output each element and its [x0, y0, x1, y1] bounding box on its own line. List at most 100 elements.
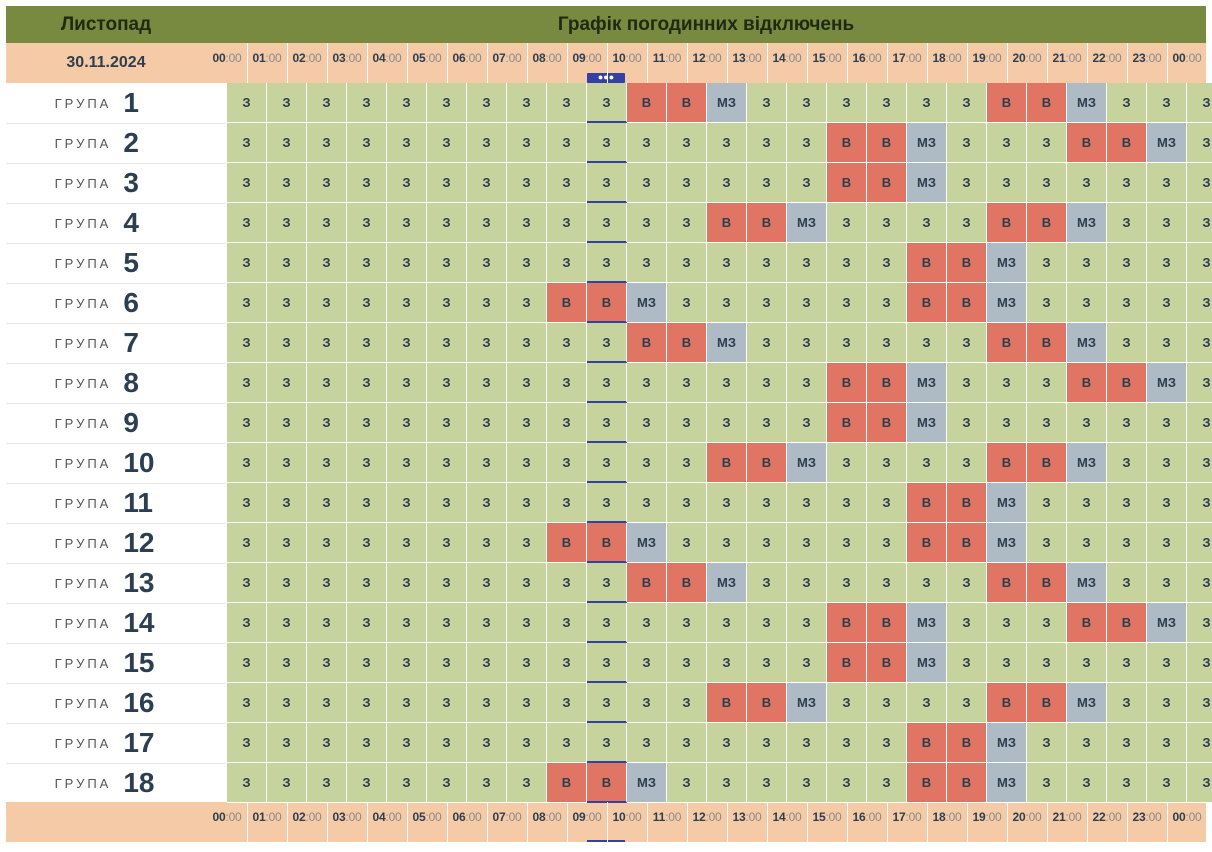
- schedule-cell-z[interactable]: З: [587, 163, 627, 203]
- schedule-cell-z[interactable]: З: [547, 723, 587, 763]
- schedule-cell-v[interactable]: В: [907, 483, 947, 523]
- schedule-cell-z[interactable]: З: [1067, 403, 1107, 443]
- schedule-cell-z[interactable]: З: [1067, 283, 1107, 323]
- schedule-cell-z[interactable]: З: [867, 763, 907, 803]
- schedule-cell-v[interactable]: В: [627, 563, 667, 603]
- schedule-cell-z[interactable]: З: [227, 443, 267, 483]
- schedule-cell-z[interactable]: З: [307, 643, 347, 683]
- group-label[interactable]: ГРУПА 12: [6, 523, 206, 563]
- schedule-cell-z[interactable]: З: [507, 243, 547, 283]
- schedule-cell-z[interactable]: З: [747, 163, 787, 203]
- schedule-cell-z[interactable]: З: [787, 483, 827, 523]
- schedule-cell-z[interactable]: З: [587, 363, 627, 403]
- schedule-cell-z[interactable]: З: [827, 483, 867, 523]
- schedule-cell-z[interactable]: З: [867, 283, 907, 323]
- schedule-cell-z[interactable]: З: [747, 283, 787, 323]
- schedule-cell-z[interactable]: З: [707, 723, 747, 763]
- schedule-cell-v[interactable]: В: [987, 563, 1027, 603]
- schedule-cell-z[interactable]: З: [467, 403, 507, 443]
- group-label[interactable]: ГРУПА 14: [6, 603, 206, 643]
- schedule-cell-z[interactable]: З: [507, 123, 547, 163]
- schedule-cell-mz[interactable]: МЗ: [907, 363, 947, 403]
- schedule-cell-z[interactable]: З: [787, 123, 827, 163]
- schedule-cell-z[interactable]: З: [267, 283, 307, 323]
- schedule-cell-z[interactable]: З: [347, 523, 387, 563]
- schedule-cell-z[interactable]: З: [267, 563, 307, 603]
- schedule-cell-z[interactable]: З: [1027, 523, 1067, 563]
- schedule-cell-z[interactable]: З: [427, 163, 467, 203]
- schedule-cell-z[interactable]: З: [1187, 323, 1212, 363]
- schedule-cell-z[interactable]: З: [387, 563, 427, 603]
- schedule-cell-z[interactable]: З: [987, 403, 1027, 443]
- schedule-cell-z[interactable]: З: [307, 683, 347, 723]
- schedule-cell-z[interactable]: З: [347, 603, 387, 643]
- schedule-cell-z[interactable]: З: [267, 683, 307, 723]
- schedule-cell-z[interactable]: З: [347, 123, 387, 163]
- schedule-cell-z[interactable]: З: [427, 763, 467, 803]
- schedule-cell-z[interactable]: З: [387, 163, 427, 203]
- schedule-cell-z[interactable]: З: [827, 723, 867, 763]
- schedule-cell-v[interactable]: В: [947, 763, 987, 803]
- schedule-cell-z[interactable]: З: [947, 123, 987, 163]
- schedule-cell-z[interactable]: З: [827, 683, 867, 723]
- schedule-cell-mz[interactable]: МЗ: [987, 723, 1027, 763]
- group-label[interactable]: ГРУПА 11: [6, 483, 206, 523]
- schedule-cell-z[interactable]: З: [1147, 203, 1187, 243]
- schedule-cell-v[interactable]: В: [827, 163, 867, 203]
- schedule-cell-z[interactable]: З: [707, 523, 747, 563]
- schedule-cell-z[interactable]: З: [387, 723, 427, 763]
- schedule-cell-mz[interactable]: МЗ: [1147, 123, 1187, 163]
- schedule-cell-z[interactable]: З: [1187, 483, 1212, 523]
- schedule-cell-z[interactable]: З: [667, 483, 707, 523]
- schedule-cell-z[interactable]: З: [547, 203, 587, 243]
- schedule-cell-z[interactable]: З: [1027, 123, 1067, 163]
- schedule-cell-v[interactable]: В: [707, 683, 747, 723]
- schedule-cell-z[interactable]: З: [467, 643, 507, 683]
- schedule-cell-z[interactable]: З: [227, 203, 267, 243]
- schedule-cell-v[interactable]: В: [1027, 443, 1067, 483]
- schedule-cell-z[interactable]: З: [667, 363, 707, 403]
- schedule-cell-v[interactable]: В: [1027, 323, 1067, 363]
- schedule-cell-z[interactable]: З: [907, 563, 947, 603]
- schedule-cell-z[interactable]: З: [347, 363, 387, 403]
- schedule-cell-z[interactable]: З: [1067, 243, 1107, 283]
- schedule-cell-z[interactable]: З: [1187, 163, 1212, 203]
- schedule-cell-z[interactable]: З: [387, 683, 427, 723]
- schedule-cell-mz[interactable]: МЗ: [627, 763, 667, 803]
- schedule-cell-z[interactable]: З: [307, 123, 347, 163]
- schedule-cell-z[interactable]: З: [1107, 323, 1147, 363]
- schedule-cell-z[interactable]: З: [787, 83, 827, 123]
- schedule-cell-z[interactable]: З: [627, 723, 667, 763]
- schedule-cell-z[interactable]: З: [827, 443, 867, 483]
- schedule-cell-z[interactable]: З: [547, 483, 587, 523]
- schedule-cell-z[interactable]: З: [1147, 243, 1187, 283]
- schedule-cell-v[interactable]: В: [907, 523, 947, 563]
- schedule-cell-v[interactable]: В: [867, 363, 907, 403]
- schedule-cell-z[interactable]: З: [467, 283, 507, 323]
- schedule-cell-z[interactable]: З: [267, 123, 307, 163]
- schedule-cell-z[interactable]: З: [227, 163, 267, 203]
- schedule-cell-mz[interactable]: МЗ: [627, 283, 667, 323]
- schedule-cell-z[interactable]: З: [507, 363, 547, 403]
- schedule-cell-z[interactable]: З: [387, 203, 427, 243]
- schedule-cell-z[interactable]: З: [1027, 403, 1067, 443]
- schedule-cell-z[interactable]: З: [587, 243, 627, 283]
- schedule-cell-mz[interactable]: МЗ: [787, 203, 827, 243]
- schedule-cell-z[interactable]: З: [667, 603, 707, 643]
- schedule-cell-v[interactable]: В: [1067, 603, 1107, 643]
- schedule-cell-z[interactable]: З: [787, 603, 827, 643]
- schedule-cell-z[interactable]: З: [227, 283, 267, 323]
- schedule-cell-z[interactable]: З: [347, 443, 387, 483]
- schedule-cell-z[interactable]: З: [867, 203, 907, 243]
- schedule-cell-z[interactable]: З: [787, 403, 827, 443]
- schedule-cell-z[interactable]: З: [707, 603, 747, 643]
- schedule-cell-v[interactable]: В: [907, 243, 947, 283]
- schedule-cell-z[interactable]: З: [547, 563, 587, 603]
- schedule-cell-z[interactable]: З: [1107, 163, 1147, 203]
- schedule-cell-z[interactable]: З: [267, 643, 307, 683]
- schedule-cell-mz[interactable]: МЗ: [707, 83, 747, 123]
- schedule-cell-z[interactable]: З: [507, 483, 547, 523]
- schedule-cell-z[interactable]: З: [667, 443, 707, 483]
- schedule-cell-v[interactable]: В: [1027, 203, 1067, 243]
- schedule-cell-z[interactable]: З: [547, 123, 587, 163]
